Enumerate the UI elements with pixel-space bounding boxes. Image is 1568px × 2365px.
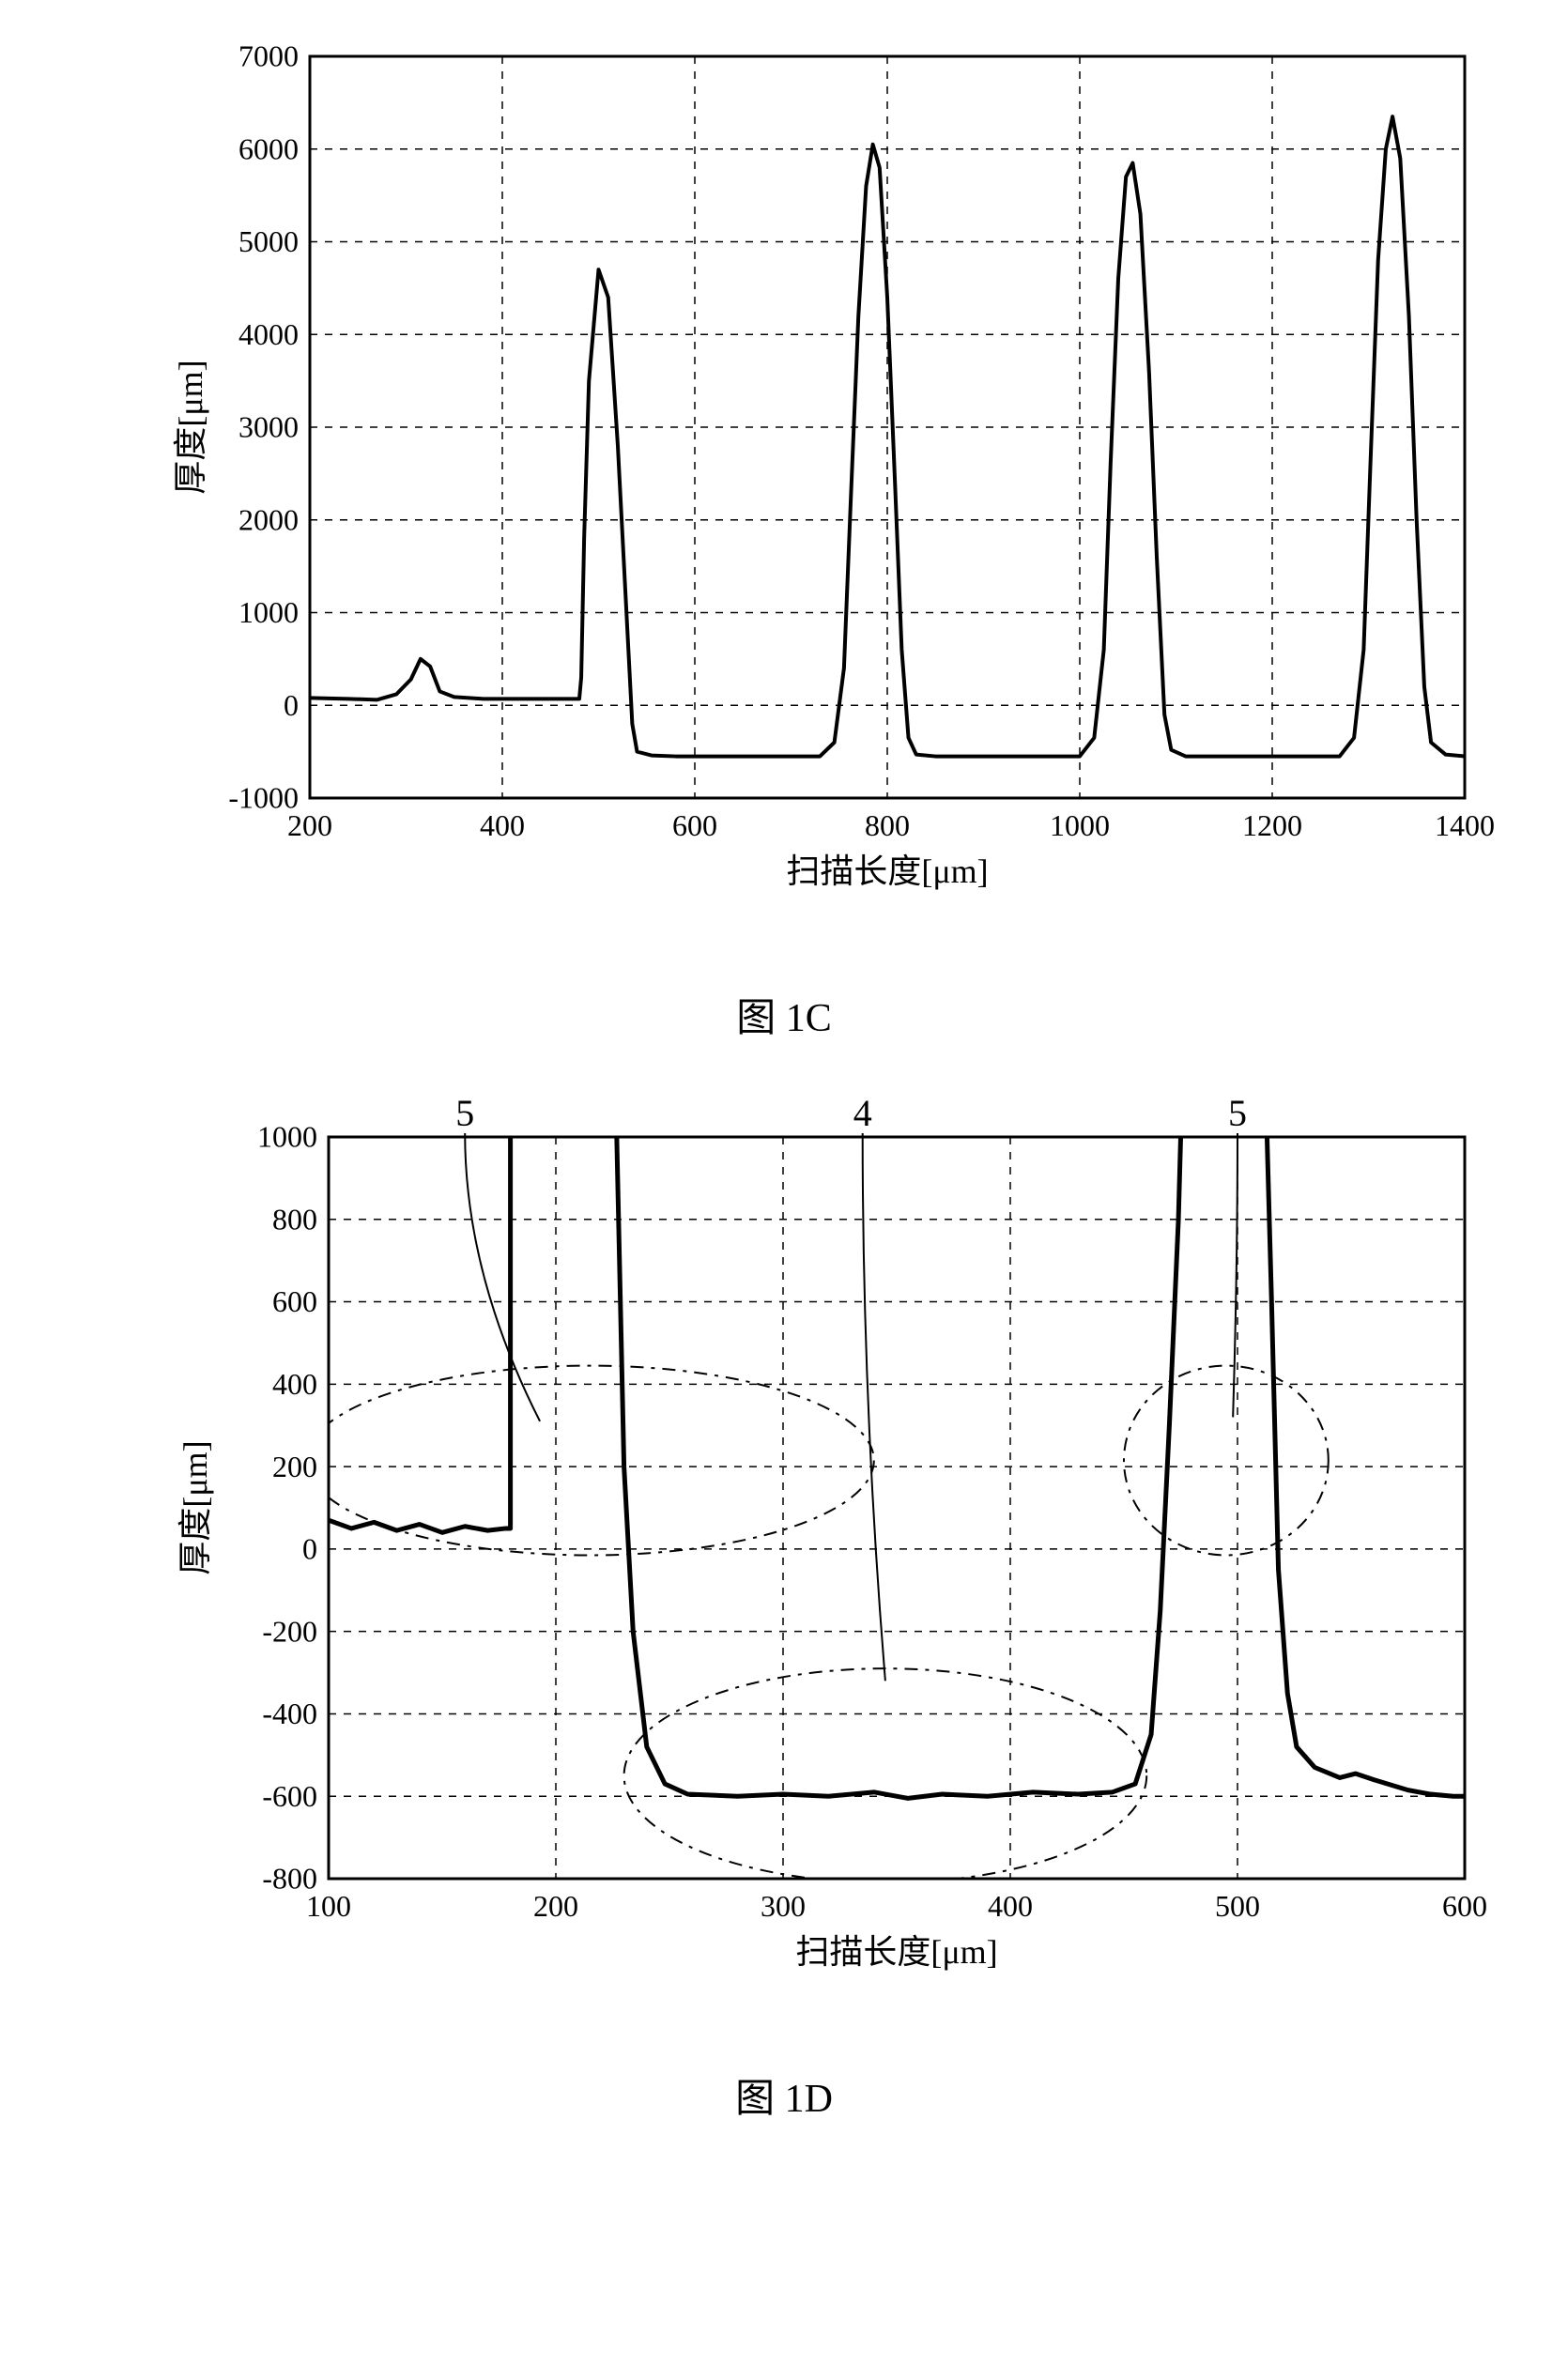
xtick-label: 200 <box>533 1889 578 1923</box>
ytick-label: -800 <box>262 1862 317 1896</box>
ytick-label: 0 <box>284 688 299 722</box>
ytick-label: 400 <box>272 1367 317 1401</box>
ytick-label: 0 <box>302 1532 317 1566</box>
xtick-label: 400 <box>480 808 525 842</box>
figure-1d: 100200300400500600-800-600-400-200020040… <box>19 1099 1549 2124</box>
xtick-label: 400 <box>988 1889 1033 1923</box>
xtick-label: 1200 <box>1242 808 1302 842</box>
callout-label: 4 <box>853 1099 872 1134</box>
ytick-label: 6000 <box>238 131 299 165</box>
ylabel: 厚度[μm] <box>177 1440 214 1574</box>
ytick-label: 7000 <box>238 39 299 73</box>
xlabel: 扫描长度[μm] <box>795 1933 997 1971</box>
ytick-label: 5000 <box>238 224 299 258</box>
xtick-label: 600 <box>1442 1889 1487 1923</box>
xtick-label: 500 <box>1215 1889 1260 1923</box>
ytick-label: 2000 <box>238 502 299 536</box>
callout-label: 5 <box>1228 1099 1247 1134</box>
ytick-label: -1000 <box>228 781 299 815</box>
ytick-label: 1000 <box>257 1120 317 1154</box>
ytick-label: 200 <box>272 1450 317 1483</box>
ytick-label: 600 <box>272 1284 317 1318</box>
chart: 200400600800100012001400-100001000200030… <box>47 19 1521 958</box>
ytick-label: 4000 <box>238 317 299 351</box>
ytick-label: 800 <box>272 1202 317 1236</box>
ylabel: 厚度[μm] <box>172 360 209 494</box>
caption-1c: 图 1C <box>19 986 1549 1043</box>
ytick-label: -400 <box>262 1697 317 1730</box>
ytick-label: 3000 <box>238 410 299 444</box>
ytick-label: 1000 <box>238 595 299 629</box>
xtick-label: 600 <box>672 808 717 842</box>
xtick-label: 300 <box>761 1889 806 1923</box>
chart: 100200300400500600-800-600-400-200020040… <box>47 1099 1521 2038</box>
xtick-label: 1400 <box>1435 808 1495 842</box>
xlabel: 扫描长度[μm] <box>786 852 988 890</box>
xtick-label: 1000 <box>1050 808 1110 842</box>
callout-label: 5 <box>455 1099 474 1134</box>
caption-1d: 图 1D <box>19 2066 1549 2124</box>
figure-1c: 200400600800100012001400-100001000200030… <box>19 19 1549 1043</box>
ytick-label: -200 <box>262 1614 317 1648</box>
ytick-label: -600 <box>262 1779 317 1813</box>
xtick-label: 800 <box>865 808 910 842</box>
